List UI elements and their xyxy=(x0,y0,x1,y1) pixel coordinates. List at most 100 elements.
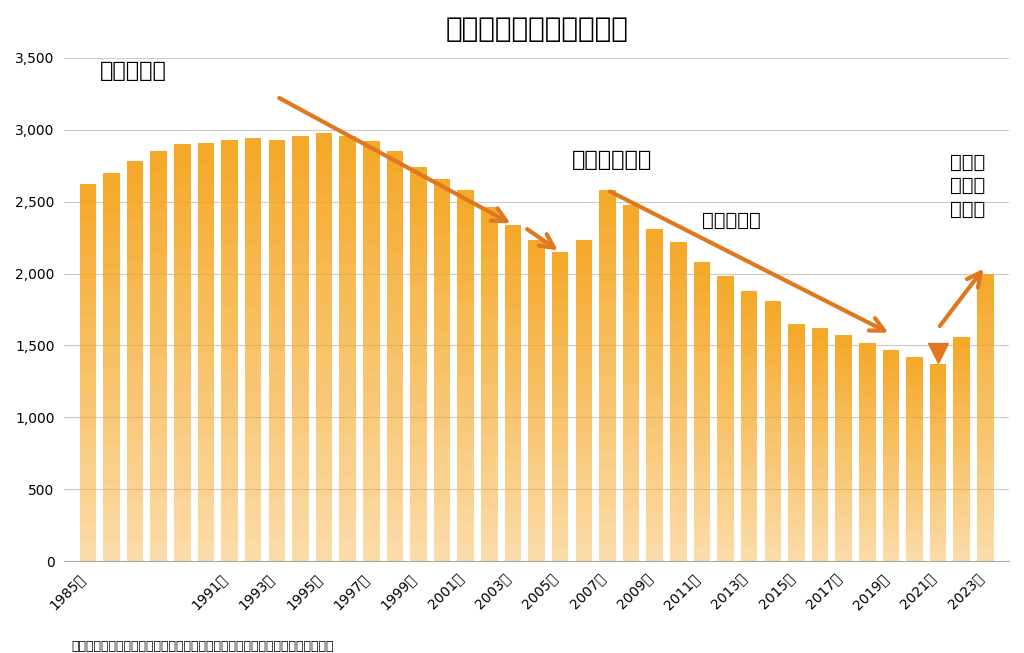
Bar xyxy=(292,518,308,540)
Bar xyxy=(481,508,498,526)
Bar xyxy=(812,375,828,387)
Bar xyxy=(339,454,356,476)
Bar xyxy=(575,481,592,497)
Bar xyxy=(505,410,521,426)
Bar xyxy=(953,471,970,483)
Bar xyxy=(103,231,120,251)
Bar xyxy=(906,459,923,470)
Bar xyxy=(411,423,427,443)
Bar xyxy=(434,198,451,217)
Bar xyxy=(315,368,333,390)
Bar xyxy=(670,545,687,561)
Bar xyxy=(505,342,521,359)
Bar xyxy=(103,270,120,289)
Bar xyxy=(812,351,828,363)
Bar xyxy=(859,496,876,507)
Bar xyxy=(623,383,639,401)
Bar xyxy=(339,285,356,306)
Bar xyxy=(906,408,923,419)
Bar xyxy=(505,292,521,309)
Bar xyxy=(552,438,568,453)
Bar xyxy=(883,530,899,540)
Bar xyxy=(268,161,285,182)
Bar xyxy=(623,311,639,329)
Bar xyxy=(836,347,852,358)
Bar xyxy=(623,347,639,365)
Bar xyxy=(481,455,498,473)
Bar xyxy=(103,289,120,309)
Bar xyxy=(292,476,308,498)
Bar xyxy=(717,319,734,334)
Bar xyxy=(788,466,805,478)
Bar xyxy=(953,393,970,404)
Bar xyxy=(953,505,970,517)
Bar xyxy=(765,353,781,366)
Bar xyxy=(481,261,498,278)
Bar xyxy=(788,336,805,347)
Bar xyxy=(930,463,946,473)
Bar xyxy=(693,262,711,277)
Bar xyxy=(883,477,899,487)
Bar xyxy=(103,173,120,193)
Bar xyxy=(458,227,474,246)
Bar xyxy=(552,484,568,500)
Bar xyxy=(836,539,852,550)
Bar xyxy=(717,447,734,462)
Bar xyxy=(245,477,261,498)
Bar xyxy=(387,213,403,233)
Bar xyxy=(364,456,380,477)
Bar xyxy=(174,520,190,541)
Bar xyxy=(292,136,308,157)
Bar xyxy=(387,233,403,254)
Bar xyxy=(268,287,285,308)
Bar xyxy=(292,391,308,412)
Bar xyxy=(151,254,167,274)
Bar xyxy=(623,436,639,454)
Bar xyxy=(505,376,521,393)
Bar xyxy=(599,339,615,357)
Bar xyxy=(788,395,805,407)
Bar xyxy=(977,503,993,518)
Bar xyxy=(623,204,639,223)
Bar xyxy=(127,361,143,381)
Bar xyxy=(458,320,474,339)
Bar xyxy=(292,263,308,285)
Bar xyxy=(505,426,521,443)
Bar xyxy=(765,549,781,561)
Bar xyxy=(788,360,805,372)
Bar xyxy=(859,539,876,550)
Bar xyxy=(221,392,238,414)
Bar xyxy=(151,274,167,295)
Bar xyxy=(151,193,167,213)
Bar xyxy=(883,550,899,561)
Bar xyxy=(315,133,333,154)
Bar xyxy=(575,289,592,305)
Bar xyxy=(505,393,521,410)
Bar xyxy=(575,513,592,529)
Bar xyxy=(80,222,96,241)
Bar xyxy=(411,502,427,522)
Bar xyxy=(103,193,120,212)
Bar xyxy=(836,505,852,516)
Bar xyxy=(174,541,190,561)
Bar xyxy=(245,456,261,477)
Bar xyxy=(836,460,852,471)
Bar xyxy=(268,519,285,540)
Bar xyxy=(930,522,946,532)
Bar xyxy=(198,456,214,477)
Bar xyxy=(103,387,120,406)
Bar xyxy=(812,538,828,550)
Bar xyxy=(339,434,356,454)
Bar xyxy=(528,321,545,337)
Bar xyxy=(127,261,143,281)
Bar xyxy=(127,461,143,481)
Bar xyxy=(151,357,167,377)
Bar xyxy=(221,182,238,203)
Bar xyxy=(859,485,876,496)
Bar xyxy=(953,550,970,561)
Bar xyxy=(765,483,781,496)
Bar xyxy=(387,151,403,172)
Bar xyxy=(339,136,356,157)
Bar xyxy=(411,305,427,325)
Bar xyxy=(198,436,214,456)
